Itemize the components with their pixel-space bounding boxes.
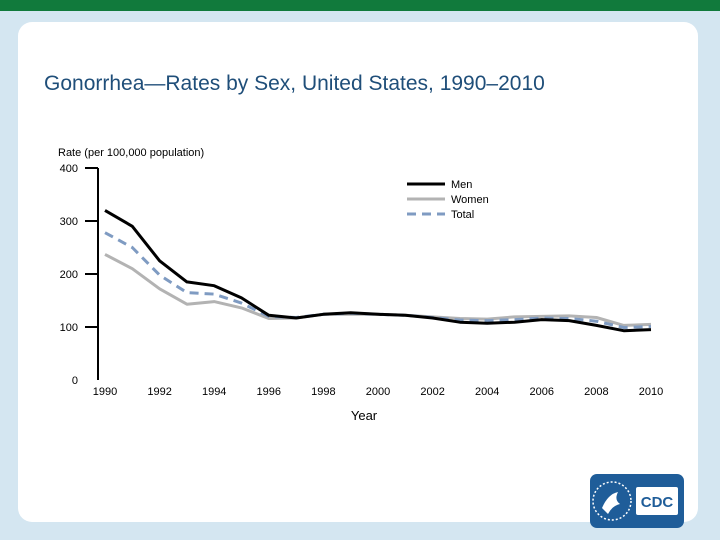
x-tick-label: 2000 [366,386,390,398]
x-tick-label: 1990 [93,386,117,398]
hhs-eagle-icon: CDC [592,481,678,521]
y-tick-label: 400 [60,163,78,175]
x-tick-label: 1994 [202,386,226,398]
y-tick-label: 0 [72,375,78,387]
series-line-total [104,231,652,329]
x-tick-label: 2006 [530,386,554,398]
y-tick-label: 200 [60,269,78,281]
x-tick-label: 1992 [147,386,171,398]
series-line-men [104,209,652,333]
header-bar [0,0,720,11]
legend-label-men: Men [451,179,472,191]
cdc-logo: CDC [590,474,684,528]
slide-card [18,22,698,522]
x-tick-label: 2010 [639,386,663,398]
y-axis-label: Rate (per 100,000 population) [58,147,204,159]
x-tick-label: 2008 [584,386,608,398]
legend-label-total: Total [451,209,474,221]
legend-label-women: Women [451,194,489,206]
slide-title: Gonorrhea—Rates by Sex, United States, 1… [44,72,545,95]
y-tick-label: 300 [60,216,78,228]
x-tick-label: 2002 [420,386,444,398]
x-tick-label: 1998 [311,386,335,398]
x-axis-label: Year [351,408,378,423]
x-tick-label: 2004 [475,386,499,398]
y-tick-label: 100 [60,322,78,334]
cdc-logo-text: CDC [641,494,674,511]
x-tick-label: 1996 [257,386,281,398]
